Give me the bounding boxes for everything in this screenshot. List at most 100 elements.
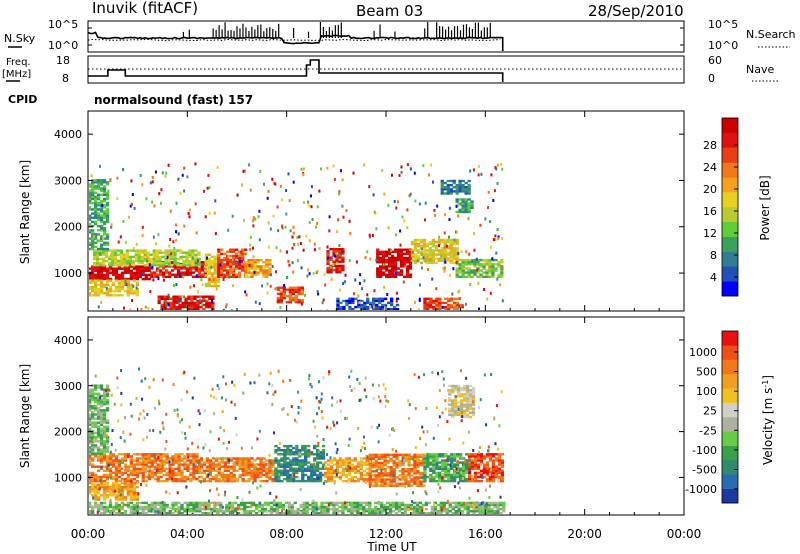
data-cell <box>385 265 389 268</box>
data-cell <box>368 235 371 239</box>
data-cell <box>444 213 446 217</box>
data-cell <box>117 498 122 501</box>
data-cell <box>99 218 104 221</box>
data-cell <box>199 295 203 298</box>
data-cell <box>117 283 122 287</box>
data-cell <box>496 181 499 185</box>
data-cell <box>292 477 296 481</box>
data-cell <box>177 177 180 181</box>
data-cell <box>467 190 471 193</box>
data-cell <box>318 189 321 193</box>
data-cell <box>216 280 220 284</box>
data-cell <box>117 281 122 284</box>
data-cell <box>188 264 192 267</box>
data-cell <box>144 267 148 270</box>
data-cell <box>157 301 161 305</box>
data-cell <box>202 297 206 300</box>
data-cell <box>96 490 101 493</box>
data-cell <box>93 251 97 254</box>
data-cell <box>99 448 104 451</box>
data-cell <box>204 507 208 511</box>
data-cell <box>402 252 407 256</box>
data-cell <box>338 253 341 257</box>
data-cell <box>398 459 402 463</box>
data-cell <box>119 259 124 263</box>
data-cell <box>425 255 429 258</box>
data-cell <box>458 208 462 212</box>
data-cell <box>102 425 107 428</box>
data-cell <box>457 384 461 388</box>
data-cell <box>450 461 454 464</box>
data-cell <box>147 455 151 458</box>
data-cell <box>150 461 154 464</box>
data-cell <box>451 415 455 419</box>
data-cell <box>368 482 372 485</box>
data-cell <box>439 501 443 505</box>
data-cell <box>459 477 463 481</box>
data-cell <box>213 266 217 269</box>
data-cell <box>162 473 166 477</box>
data-cell <box>316 467 320 470</box>
data-cell <box>96 488 101 491</box>
data-cell <box>123 467 128 470</box>
data-cell <box>89 501 92 505</box>
data-cell <box>485 453 490 456</box>
data-cell <box>129 269 133 272</box>
data-cell <box>401 482 405 485</box>
data-cell <box>277 446 281 450</box>
data-cell <box>395 457 399 461</box>
data-cell <box>393 269 398 272</box>
data-cell <box>409 247 411 251</box>
data-cell <box>461 265 465 268</box>
data-cell <box>448 206 451 210</box>
data-cell <box>220 273 224 276</box>
data-cell <box>359 465 363 468</box>
data-cell <box>210 278 214 281</box>
data-cell <box>200 267 204 270</box>
data-cell <box>344 461 349 464</box>
data-cell <box>94 287 98 291</box>
data-cell <box>391 256 395 260</box>
data-cell <box>369 301 373 305</box>
data-cell <box>479 223 482 227</box>
data-cell <box>347 461 352 464</box>
data-cell <box>117 469 122 472</box>
data-cell <box>158 249 162 252</box>
data-cell <box>353 469 357 472</box>
data-cell <box>345 299 349 303</box>
data-cell <box>318 457 323 460</box>
data-cell <box>89 448 92 451</box>
data-cell <box>374 466 378 469</box>
data-cell <box>146 259 149 263</box>
data-cell <box>381 303 385 307</box>
data-cell <box>397 200 399 204</box>
data-cell <box>435 453 439 456</box>
data-cell <box>385 275 389 278</box>
data-cell <box>457 505 461 509</box>
data-cell <box>400 170 403 174</box>
data-cell <box>186 453 190 456</box>
data-cell <box>91 285 95 289</box>
data-cell <box>419 463 423 467</box>
data-cell <box>208 297 212 300</box>
data-cell <box>462 461 466 464</box>
data-cell <box>472 510 476 513</box>
data-cell <box>94 396 98 400</box>
data-cell <box>94 465 98 468</box>
data-cell <box>286 475 290 479</box>
data-cell <box>102 396 107 400</box>
data-cell <box>233 258 236 262</box>
data-cell <box>429 303 433 307</box>
data-cell <box>96 413 101 416</box>
data-cell <box>155 251 159 254</box>
data-cell <box>292 225 295 229</box>
data-cell <box>199 457 204 460</box>
data-cell <box>111 475 116 479</box>
data-cell <box>238 473 242 477</box>
data-cell <box>404 264 407 268</box>
data-cell <box>466 413 470 417</box>
data-cell <box>302 507 306 511</box>
data-cell <box>194 255 198 259</box>
data-cell <box>377 510 381 513</box>
data-cell <box>413 171 416 175</box>
